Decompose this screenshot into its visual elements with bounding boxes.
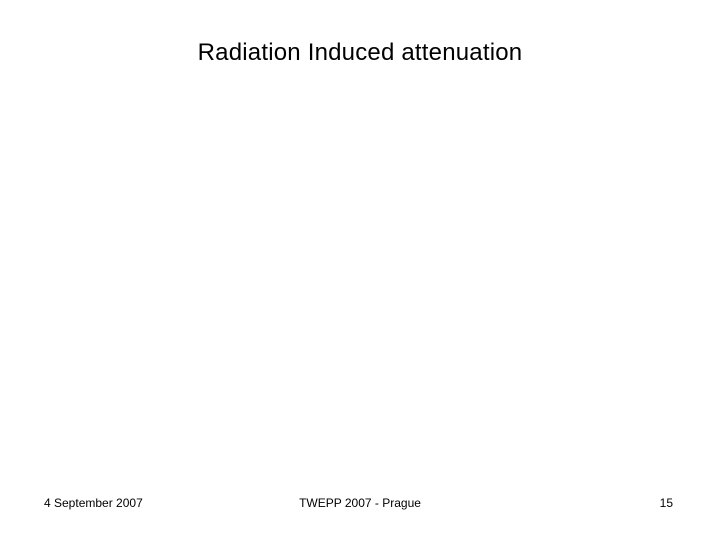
footer-event-name: TWEPP 2007 - Prague	[299, 496, 421, 510]
footer-date: 4 September 2007	[44, 496, 143, 510]
slide-page-number: 15	[659, 496, 673, 510]
slide-title: Radiation Induced attenuation	[197, 39, 523, 66]
